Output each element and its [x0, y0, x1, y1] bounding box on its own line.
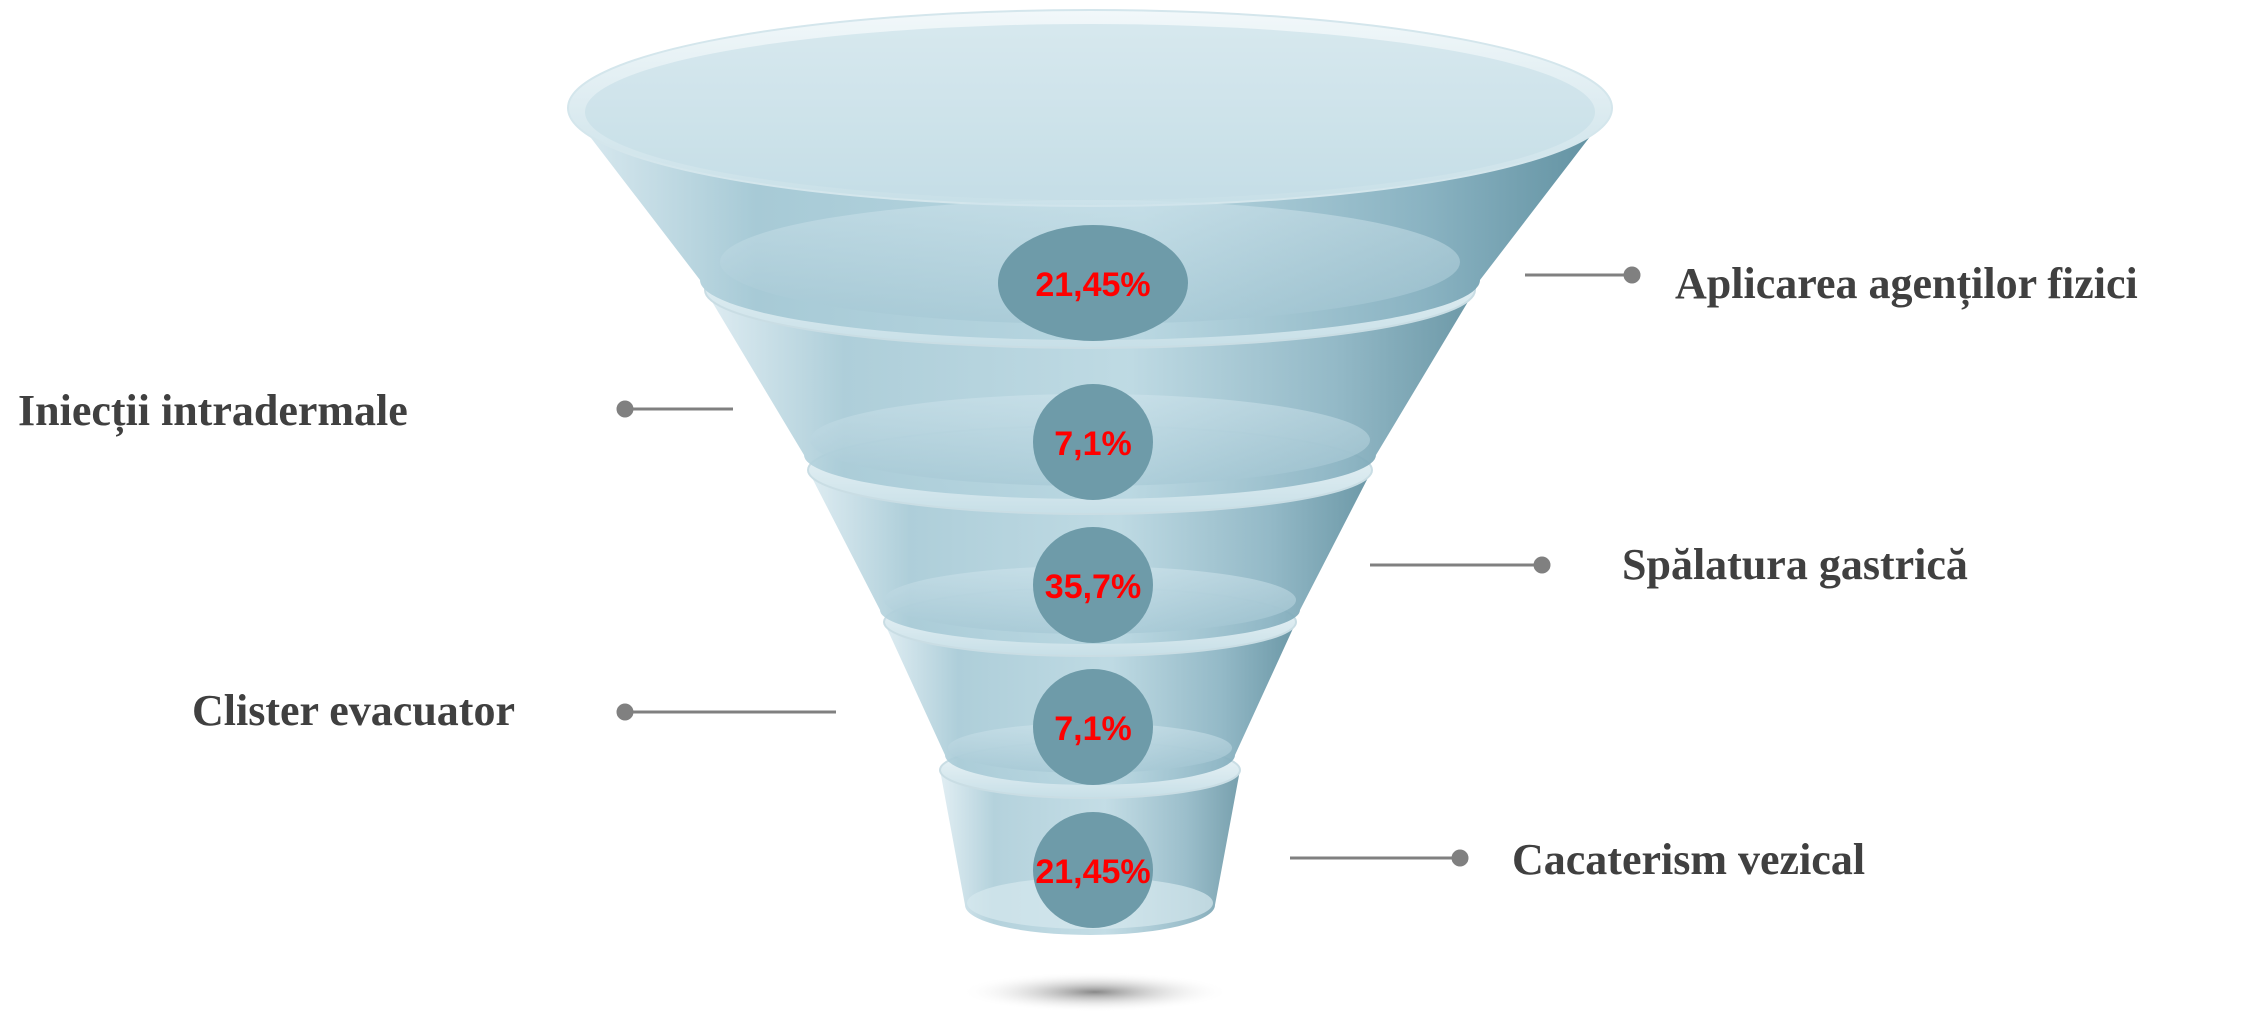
stage-label-1: Aplicarea agenților fizici — [1675, 259, 2138, 308]
value-text-4: 7,1% — [1054, 710, 1132, 748]
connector-1 — [1525, 266, 1641, 284]
funnel-segment-1 — [567, 9, 1613, 340]
connector-5 — [1290, 849, 1469, 867]
value-text-2: 7,1% — [1054, 425, 1132, 463]
connector-4 — [616, 703, 836, 721]
value-badge-2: 7,1% — [1033, 384, 1153, 500]
connector-3 — [1370, 556, 1551, 574]
stage-label-4: Clister evacuator — [192, 686, 515, 735]
value-text-5: 21,45% — [1035, 853, 1150, 891]
connector-2 — [616, 400, 733, 418]
value-badge-4: 7,1% — [1033, 669, 1153, 785]
value-badge-5: 21,45% — [1033, 812, 1153, 928]
stage-label-3: Spălatura gastrică — [1622, 540, 1968, 589]
value-badge-3: 35,7% — [1033, 527, 1153, 643]
funnel-shadow — [960, 972, 1230, 1012]
stage-label-5: Cacaterism vezical — [1512, 835, 1866, 884]
value-text-3: 35,7% — [1045, 568, 1141, 606]
value-text-1: 21,45% — [1035, 266, 1150, 304]
stage-label-2: Iniecții intradermale — [18, 386, 408, 435]
value-badge-1: 21,45% — [998, 225, 1188, 341]
